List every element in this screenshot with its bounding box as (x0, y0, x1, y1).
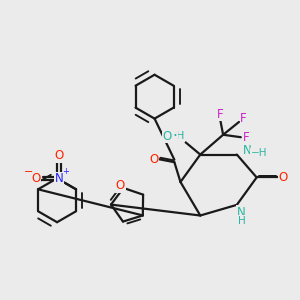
Text: H: H (176, 131, 185, 141)
Text: N: N (243, 144, 252, 158)
Text: −H: −H (250, 148, 267, 158)
Text: O: O (116, 179, 125, 192)
Text: H: H (238, 216, 245, 226)
Text: O: O (149, 153, 159, 166)
Text: +: + (63, 167, 69, 176)
Text: −: − (24, 167, 34, 177)
Text: O: O (55, 149, 64, 162)
Text: N: N (55, 172, 64, 185)
Text: O: O (278, 171, 287, 184)
Text: N: N (237, 206, 246, 219)
Text: F: F (243, 131, 250, 144)
Text: O: O (31, 172, 40, 185)
Text: F: F (217, 108, 224, 121)
Text: ·: · (172, 129, 177, 144)
Text: F: F (240, 112, 247, 125)
Text: O: O (163, 130, 172, 143)
